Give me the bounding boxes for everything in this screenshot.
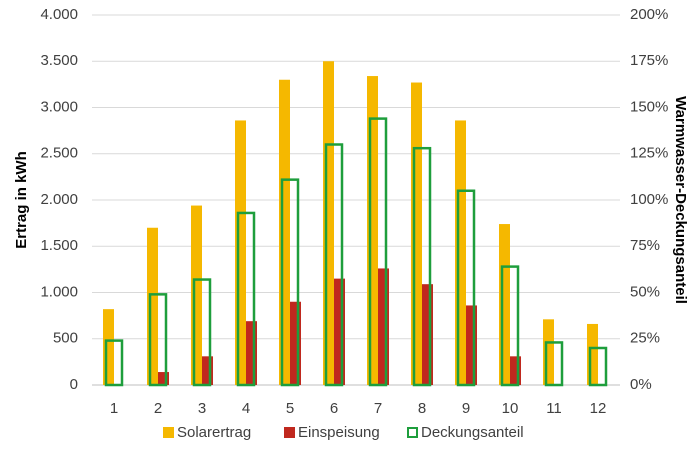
legend-label: Deckungsanteil [421,424,524,441]
y-tick-label: 2.500 [40,145,78,162]
legend-marker [284,427,295,438]
bar [411,82,422,386]
bar [499,224,510,385]
x-tick-label: 1 [110,400,118,417]
share-bar [236,211,256,387]
share-bar [104,339,124,387]
y2-tick-label: 125% [630,145,668,162]
share-bar [456,189,476,387]
share-bar [148,293,168,387]
bar [147,227,158,385]
x-tick-label: 10 [502,400,519,417]
bar [334,278,345,385]
share-bar [588,346,608,387]
bar [378,268,389,385]
bar [191,205,202,385]
y2-tick-label: 150% [630,98,668,115]
y-tick-label: 1.000 [40,283,78,300]
legend-label: Einspeisung [298,424,380,441]
legend-label: Solarertrag [177,424,251,441]
x-tick-label: 11 [546,400,562,417]
y-tick-label: 3.500 [40,52,78,69]
x-tick-label: 4 [242,400,250,417]
y-tick-label: 1.500 [40,237,78,254]
x-tick-label: 7 [374,400,382,417]
bar [235,120,246,385]
legend-marker [407,427,418,438]
bar [466,305,477,385]
share-bar [500,265,520,387]
y2-tick-label: 75% [630,237,660,254]
y-tick-label: 0 [70,376,78,393]
share-bar [544,341,564,387]
y-tick-label: 2.000 [40,191,78,208]
bar [455,120,466,385]
x-tick-label: 5 [286,400,294,417]
share-bar [324,143,344,387]
bar [158,372,169,385]
bar [202,356,213,385]
x-tick-label: 6 [330,400,338,417]
bar [246,321,257,385]
y-tick-label: 500 [53,330,78,347]
bar [103,309,114,385]
y2-tick-label: 25% [630,330,660,347]
bar [543,319,554,385]
legend-marker [163,427,174,438]
y-axis-title: Ertrag in kWh [13,151,30,249]
y2-tick-label: 200% [630,6,668,23]
x-tick-label: 12 [590,400,607,417]
y2-tick-label: 100% [630,191,668,208]
x-tick-label: 2 [154,400,162,417]
y2-tick-label: 175% [630,52,668,69]
share-bar [280,178,300,387]
bar [323,61,334,385]
share-bar [368,117,388,387]
share-bar [192,278,212,387]
share-bar [412,146,432,387]
y2-axis-title: Warmwasser-Deckungsanteil [672,96,689,304]
bar [367,76,378,386]
bar [422,284,433,385]
bar [279,79,290,385]
x-tick-label: 8 [418,400,426,417]
bar [510,356,521,385]
x-tick-label: 9 [462,400,470,417]
y2-tick-label: 50% [630,283,660,300]
x-tick-label: 3 [198,400,206,417]
bar [587,323,598,385]
y-tick-label: 4.000 [40,6,78,23]
y-tick-label: 3.000 [40,98,78,115]
bar [290,301,301,385]
y2-tick-label: 0% [630,376,652,393]
